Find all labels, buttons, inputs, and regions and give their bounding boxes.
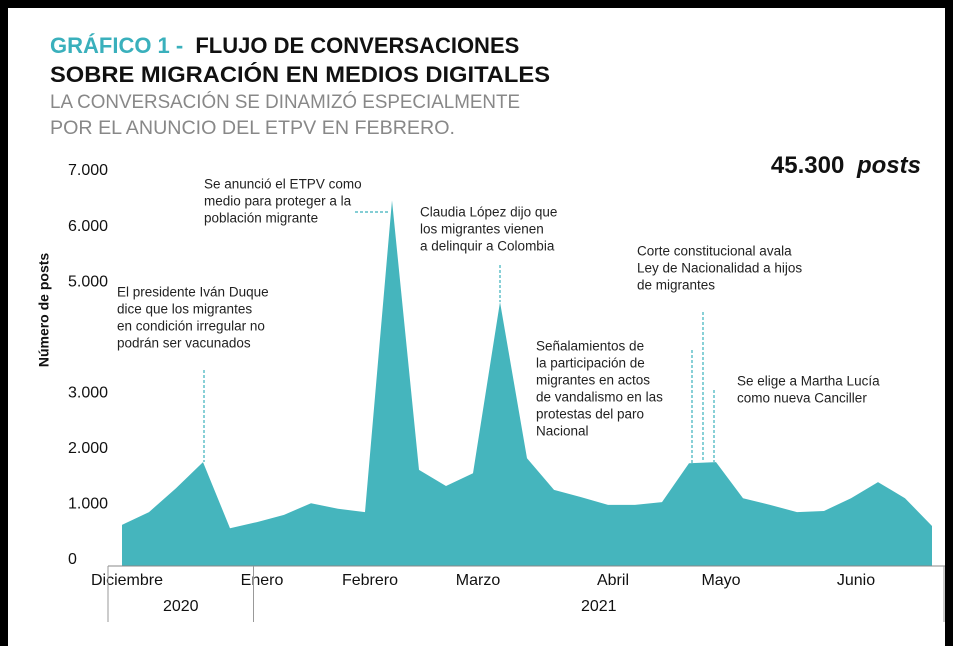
subtitle-line: LA CONVERSACIÓN SE DINAMIZÓ ESPECIALMENT… bbox=[50, 91, 520, 113]
annotation-text: en condición irregular no bbox=[117, 319, 265, 334]
y-tick-label: 6.000 bbox=[68, 218, 108, 235]
y-tick-label: 2.000 bbox=[68, 440, 108, 457]
total: 45.300 posts bbox=[771, 152, 921, 179]
y-tick-label: 1.000 bbox=[68, 496, 108, 513]
subtitle-line: POR EL ANUNCIO DEL ETPV EN FEBRERO. bbox=[50, 118, 455, 139]
annotation-text: Ley de Nacionalidad a hijos bbox=[637, 261, 802, 276]
annotation-text: Corte constitucional avala bbox=[637, 244, 792, 259]
x-tick-label: Febrero bbox=[342, 572, 398, 589]
frame-top bbox=[0, 0, 953, 8]
annotation-text: migrantes en actos bbox=[536, 373, 650, 388]
y-tick-label: 3.000 bbox=[68, 385, 108, 402]
year-label: 2020 bbox=[163, 598, 199, 615]
chart-title: GRÁFICO 1 - FLUJO DE CONVERSACIONES bbox=[50, 33, 519, 58]
annotation-text: dice que los migrantes bbox=[117, 302, 252, 317]
annotation-text: protestas del paro bbox=[536, 407, 644, 422]
y-tick-label: 5.000 bbox=[68, 273, 108, 290]
annotation-text: Claudia López dijo que bbox=[420, 205, 557, 220]
y-tick-label: 7.000 bbox=[68, 162, 108, 179]
x-tick-label: Enero bbox=[241, 572, 284, 589]
frame-left bbox=[0, 0, 8, 646]
area bbox=[122, 200, 932, 566]
annotation-text: como nueva Canciller bbox=[737, 391, 867, 406]
annotation-text: los migrantes vienen bbox=[420, 222, 544, 237]
annotation-text: Señalamientos de bbox=[536, 339, 644, 354]
annotation-text: El presidente Iván Duque bbox=[117, 285, 269, 300]
title-line: FLUJO DE CONVERSACIONES bbox=[195, 33, 519, 58]
title-line: SOBRE MIGRACIÓN EN MEDIOS DIGITALES bbox=[50, 62, 550, 87]
x-tick-label: Junio bbox=[837, 572, 875, 589]
annotation-text: la participación de bbox=[536, 356, 645, 371]
annotation-text: medio para proteger a la bbox=[204, 194, 352, 209]
annotation-text: población migrante bbox=[204, 211, 318, 226]
total-value: 45.300 bbox=[771, 152, 844, 179]
annotation-text: de vandalismo en las bbox=[536, 390, 663, 405]
total-unit: posts bbox=[856, 152, 921, 179]
y-axis-label: Número de posts bbox=[36, 253, 52, 368]
annotation-text: Nacional bbox=[536, 424, 589, 439]
x-tick-label: Diciembre bbox=[91, 572, 163, 589]
year-label: 2021 bbox=[581, 598, 617, 615]
annotation-text: Se anunció el ETPV como bbox=[204, 177, 362, 192]
frame-right bbox=[945, 0, 953, 646]
annotation-text: a delinquir a Colombia bbox=[420, 239, 555, 254]
y-tick-label: 0 bbox=[68, 551, 77, 568]
annotation-text: Se elige a Martha Lucía bbox=[737, 374, 880, 389]
x-tick-label: Marzo bbox=[456, 572, 501, 589]
x-tick-label: Abril bbox=[597, 572, 629, 589]
title-prefix: GRÁFICO 1 - bbox=[50, 33, 183, 58]
x-tick-label: Mayo bbox=[701, 572, 740, 589]
annotation-text: de migrantes bbox=[637, 278, 715, 293]
annotation-text: podrán ser vacunados bbox=[117, 336, 251, 351]
